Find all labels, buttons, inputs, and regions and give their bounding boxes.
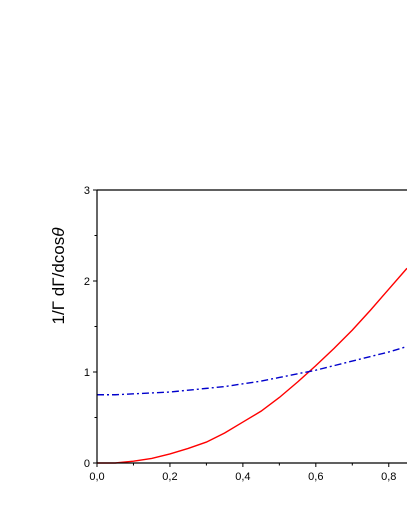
y-tick-label-0: 0	[84, 458, 90, 470]
x-tick-label-1: 0,2	[162, 471, 177, 483]
x-tick-label-4: 0,8	[381, 471, 396, 483]
y-axis-title-symbol: θ	[49, 227, 68, 237]
series-line-2	[97, 345, 407, 396]
x-tick-label-0: 0,0	[89, 471, 104, 483]
series-layer	[97, 267, 407, 464]
x-tick-label-3: 0,6	[308, 471, 323, 483]
axes-layer: 0,0 0,2 0,4 0,6 0,8 0 1 2 3	[84, 185, 407, 483]
y-tick-label-2: 2	[84, 276, 90, 288]
series-line-1	[97, 267, 407, 464]
y-axis-title: 1/Γ dΓ/dcosθ	[49, 227, 68, 325]
x-tick-label-2: 0,4	[235, 471, 250, 483]
y-axis-title-main: 1/Γ dΓ/dcos	[49, 237, 68, 325]
y-tick-label-3: 3	[84, 185, 90, 197]
y-tick-label-1: 1	[84, 367, 90, 379]
